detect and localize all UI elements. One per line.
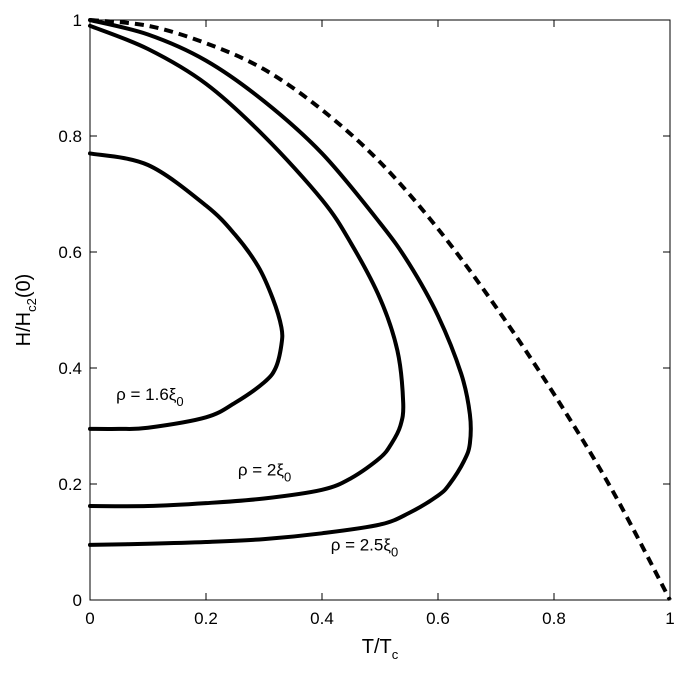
series-group	[88, 18, 672, 601]
axis-ticks: 0 0.2 0.4 0.6 0.8 1 0 0.2 0.4 0.6 0.8 1	[58, 11, 674, 628]
series-line-4	[88, 18, 473, 547]
annotations-group: ρ = 1.6ξ0 ρ = 2ξ0 ρ = 2.5ξ0	[116, 385, 398, 560]
x-tick-label: 0	[85, 609, 94, 628]
y-tick-label: 1	[73, 11, 82, 30]
x-tick-label: 1	[665, 609, 674, 628]
x-axis-label: T/Tc	[362, 636, 399, 662]
y-axis-label: H/Hc2(0)	[13, 274, 39, 347]
series-line-2	[88, 151, 285, 431]
x-tick-label: 0.6	[426, 609, 450, 628]
curve-label-3: ρ = 2.5ξ0	[331, 536, 399, 560]
curve-label-2: ρ = 2ξ0	[238, 460, 291, 484]
x-tick-label: 0.2	[194, 609, 218, 628]
y-tick-label: 0.4	[58, 359, 82, 378]
y-tick-label: 0	[73, 591, 82, 610]
x-tick-label: 0.4	[310, 609, 334, 628]
plot-area	[89, 19, 671, 601]
y-tick-label: 0.8	[58, 127, 82, 146]
y-tick-label: 0.2	[58, 475, 82, 494]
x-tick-label: 0.8	[542, 609, 566, 628]
curve-label-1: ρ = 1.6ξ0	[116, 385, 184, 409]
series-line-3	[88, 23, 406, 509]
y-tick-label: 0.6	[58, 243, 82, 262]
